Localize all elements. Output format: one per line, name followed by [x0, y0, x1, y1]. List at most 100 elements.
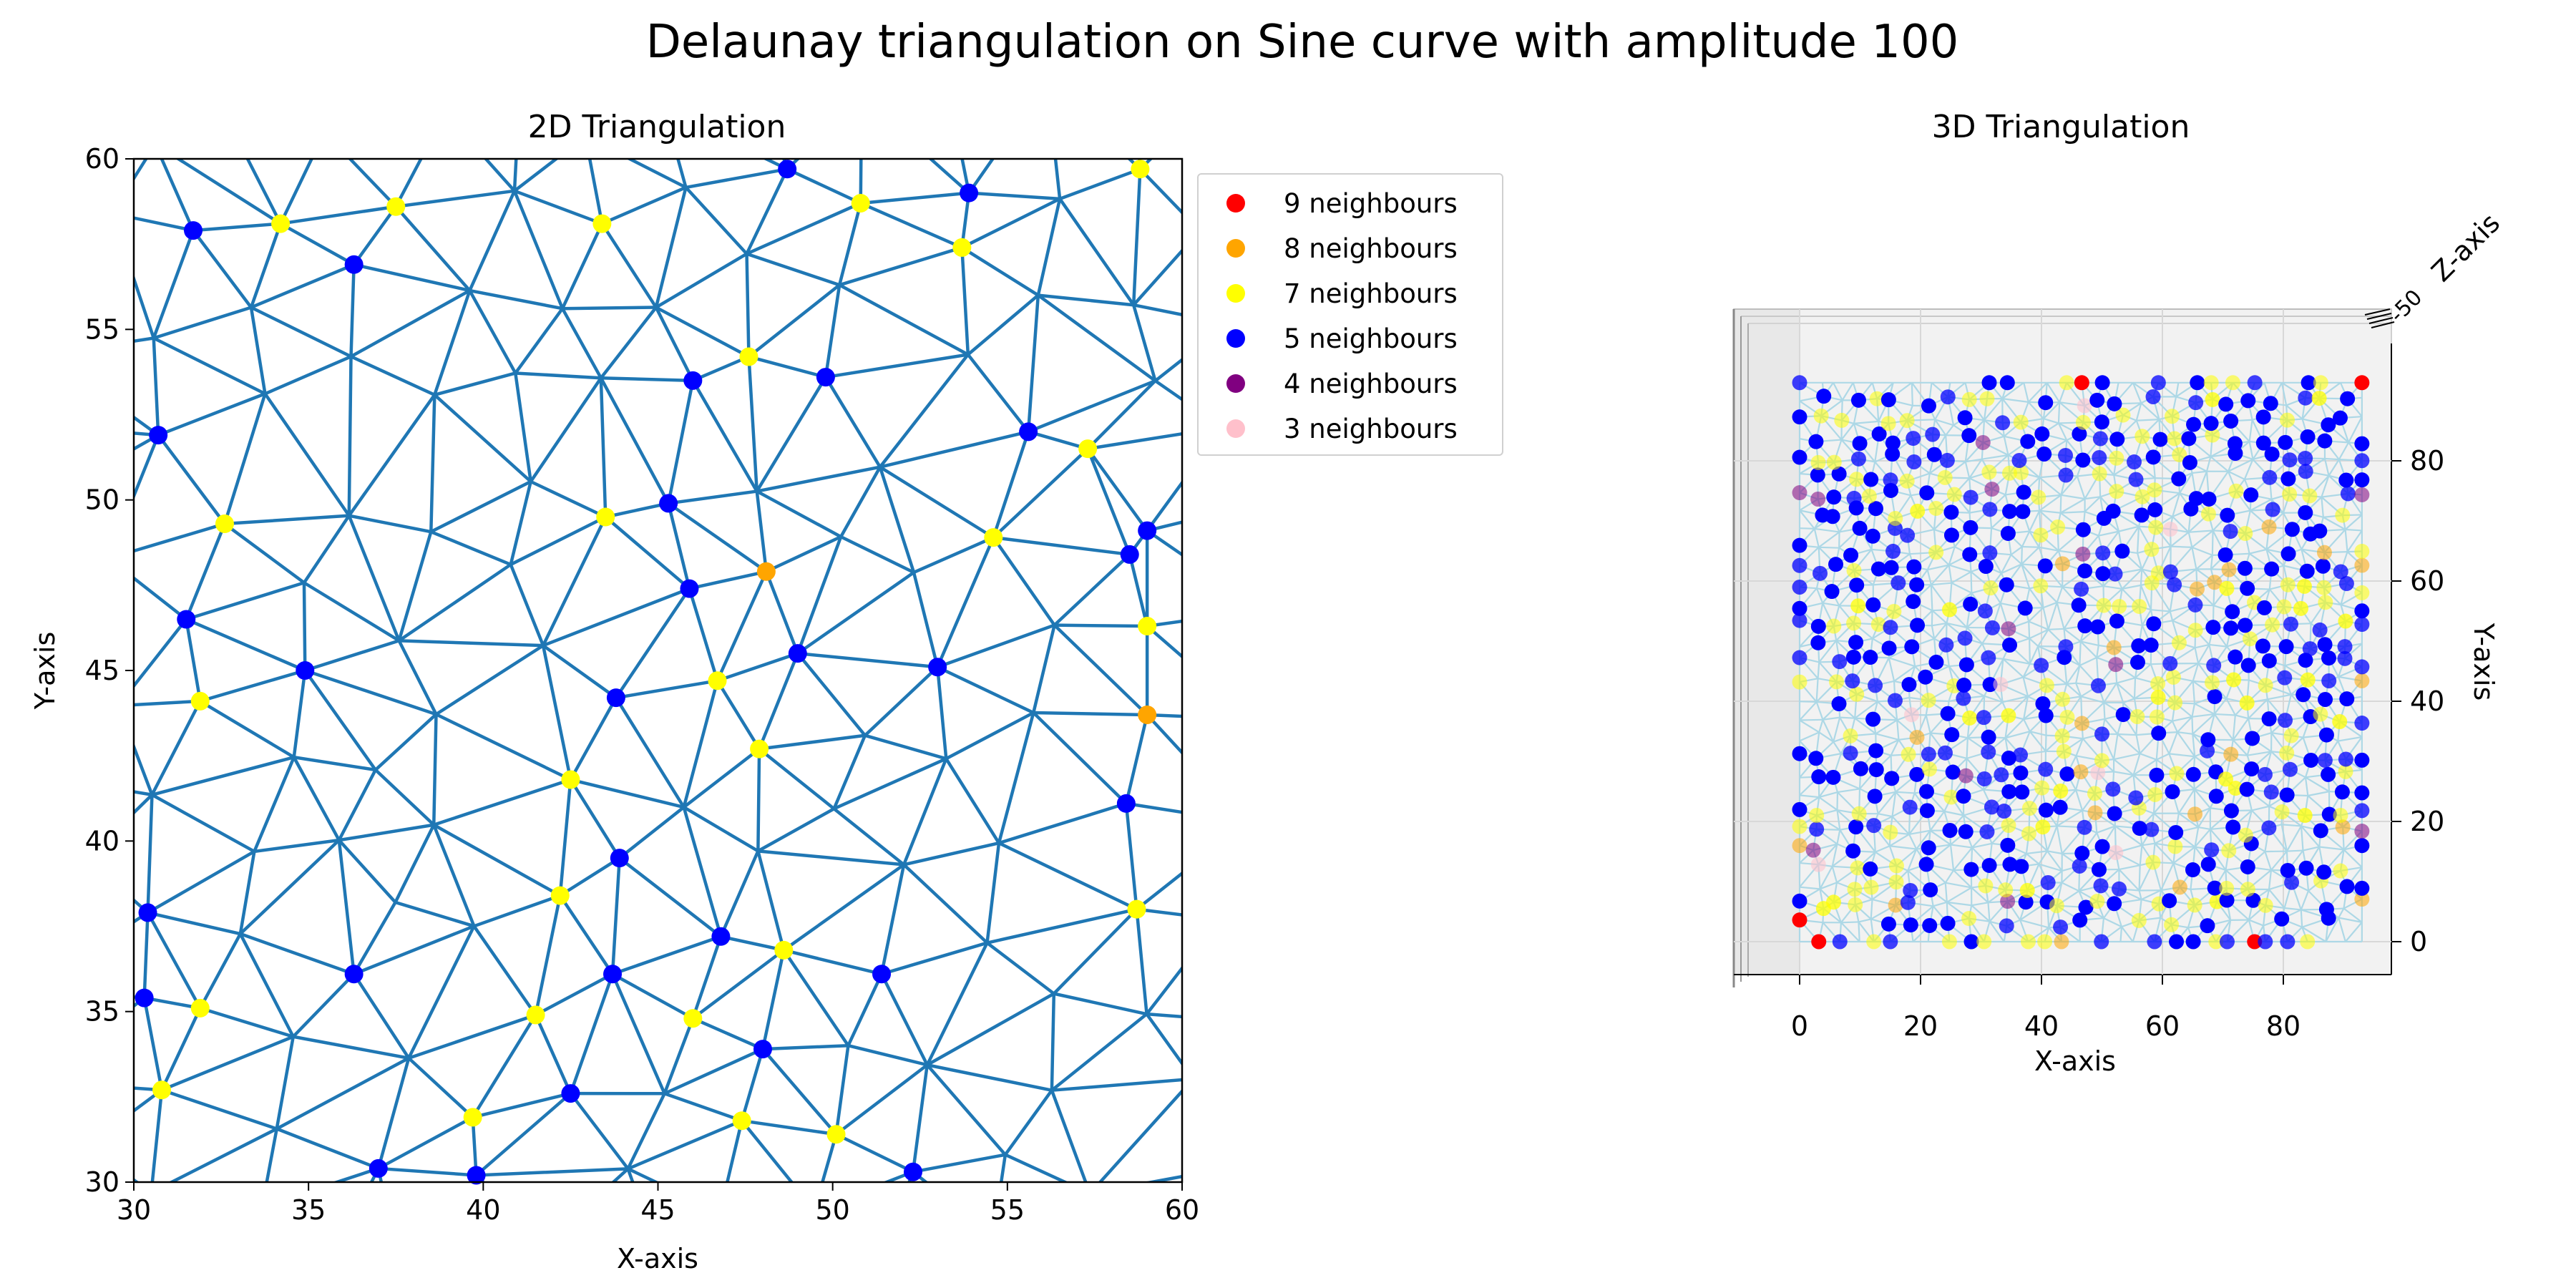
mesh-edge-3d: [2338, 917, 2346, 942]
mesh-edge-2d: [654, 185, 688, 309]
mesh-edge-3d: [2057, 422, 2068, 441]
vertex-point-3d: [2054, 934, 2069, 950]
mesh-edge-2d: [560, 222, 604, 311]
vertex-point-3d: [2311, 391, 2327, 406]
mesh-edge-2d: [369, 1166, 381, 1182]
mesh-edge-3d: [2191, 703, 2196, 717]
vertex-point-3d: [1909, 577, 1925, 592]
mesh-edge-3d: [2188, 530, 2213, 533]
vertex-point-3d: [1921, 840, 1936, 856]
vertex-point-3d: [2087, 786, 2102, 801]
mesh-edge-2d: [337, 823, 436, 842]
vertex-point-3d: [2169, 934, 2185, 950]
vertex-point-2d: [550, 886, 570, 905]
vertex-point-3d: [2151, 726, 2167, 741]
mesh-edge-3d: [2004, 718, 2024, 739]
mesh-edge-2d: [966, 293, 1040, 356]
vertex-point-2d: [596, 507, 615, 527]
vertex-point-3d: [1962, 710, 1978, 726]
vertex-point-3d: [1848, 819, 1864, 835]
vertex-point-3d: [2200, 743, 2215, 758]
mesh-edge-2d: [755, 489, 769, 574]
mesh-edge-3d: [2021, 547, 2023, 565]
mesh-edge-2d: [967, 159, 995, 195]
mesh-edge-3d: [1820, 882, 1838, 890]
mesh-edge-3d: [1870, 899, 1873, 919]
vertex-point-3d: [1958, 657, 1974, 673]
mesh-edge-2d: [654, 306, 695, 383]
vertex-point-3d: [2261, 711, 2277, 727]
vertex-point-3d: [1941, 602, 1957, 618]
vertex-point-3d: [2279, 787, 2295, 803]
vertex-point-2d: [610, 849, 629, 868]
mesh-edge-2d: [614, 587, 691, 700]
mesh-edge-3d: [2248, 919, 2264, 927]
vertex-point-3d: [2107, 896, 2122, 912]
mesh-edge-2d: [928, 159, 971, 195]
mesh-edge-3d: [2056, 826, 2063, 854]
vertex-point-3d: [1849, 472, 1865, 487]
vertex-point-3d: [2205, 391, 2220, 407]
vertex-point-3d: [2200, 732, 2216, 748]
x-tick-label-3d-3: 60: [2145, 1010, 2180, 1042]
mesh-edge-2d: [747, 355, 828, 379]
vertex-point-3d: [2021, 801, 2037, 816]
mesh-edge-3d: [2280, 824, 2288, 852]
mesh-edge-2d: [292, 755, 378, 772]
mesh-edge-3d: [2113, 753, 2140, 761]
mesh-edge-2d: [134, 433, 160, 451]
x-tick-label-3d-0: 0: [1791, 1010, 1808, 1042]
vertex-point-3d: [1865, 597, 1881, 613]
vertex-point-3d: [1870, 561, 1886, 577]
vertex-point-3d: [2187, 806, 2203, 822]
vertex-point-3d: [2015, 504, 2031, 519]
vertex-point-3d: [2018, 894, 2034, 910]
mesh-edge-2d: [142, 911, 150, 1000]
y-tick-label-2d-5: 55: [85, 313, 119, 345]
vertex-point-3d: [2274, 911, 2290, 927]
mesh-edge-2d: [716, 679, 761, 751]
mesh-edge-2d: [134, 576, 188, 621]
vertex-point-3d: [2265, 617, 2280, 633]
mesh-edge-2d: [541, 643, 618, 700]
vertex-point-3d: [2188, 491, 2204, 507]
mesh-edge-2d: [134, 415, 160, 437]
y-axis-ticks-2d: 30 35 40 45 50 55 60: [85, 143, 134, 1198]
vertex-point-3d: [2354, 838, 2370, 854]
vertex-point-3d: [1976, 710, 1991, 726]
mesh-edge-3d: [1945, 424, 1954, 436]
mesh-edge-2d: [837, 201, 862, 287]
mesh-edge-2d: [618, 805, 686, 860]
vertex-point-3d: [1880, 392, 1896, 408]
mesh-edge-3d: [2140, 402, 2160, 420]
vertex-point-3d: [1848, 897, 1863, 912]
vertex-point-3d: [2317, 753, 2333, 769]
mesh-edge-3d: [1949, 844, 1955, 871]
vertex-point-3d: [2129, 708, 2145, 724]
vertex-point-3d: [1996, 804, 2012, 819]
mesh-edge-2d: [265, 1127, 278, 1182]
vertex-point-3d: [1825, 769, 1841, 785]
vertex-point-3d: [2052, 799, 2068, 815]
mesh-edge-3d: [2225, 698, 2236, 716]
mesh-edge-2d: [626, 1091, 666, 1171]
mesh-edge-2d: [666, 502, 769, 574]
mesh-edge-2d: [275, 1127, 381, 1171]
mesh-edge-3d: [2121, 568, 2143, 590]
mesh-edge-3d: [2028, 620, 2049, 630]
mesh-edge-3d: [2338, 917, 2363, 923]
mesh-edge-3d: [2060, 511, 2085, 514]
vertex-point-3d: [2013, 765, 2029, 781]
mesh-edge-3d: [2136, 526, 2140, 554]
vertex-point-3d: [2135, 429, 2150, 444]
mesh-edge-2d: [796, 535, 843, 655]
vertex-point-3d: [1848, 635, 1864, 650]
mesh-edge-2d: [514, 306, 565, 375]
mesh-edge-2d: [134, 216, 195, 233]
vertex-point-3d: [2354, 880, 2370, 896]
vertex-point-3d: [2299, 563, 2315, 579]
mesh-edge-3d: [2118, 525, 2140, 532]
mesh-edge-3d: [1907, 849, 1918, 872]
mesh-edge-3d: [1853, 420, 1879, 425]
mesh-edge-3d: [2228, 458, 2253, 472]
